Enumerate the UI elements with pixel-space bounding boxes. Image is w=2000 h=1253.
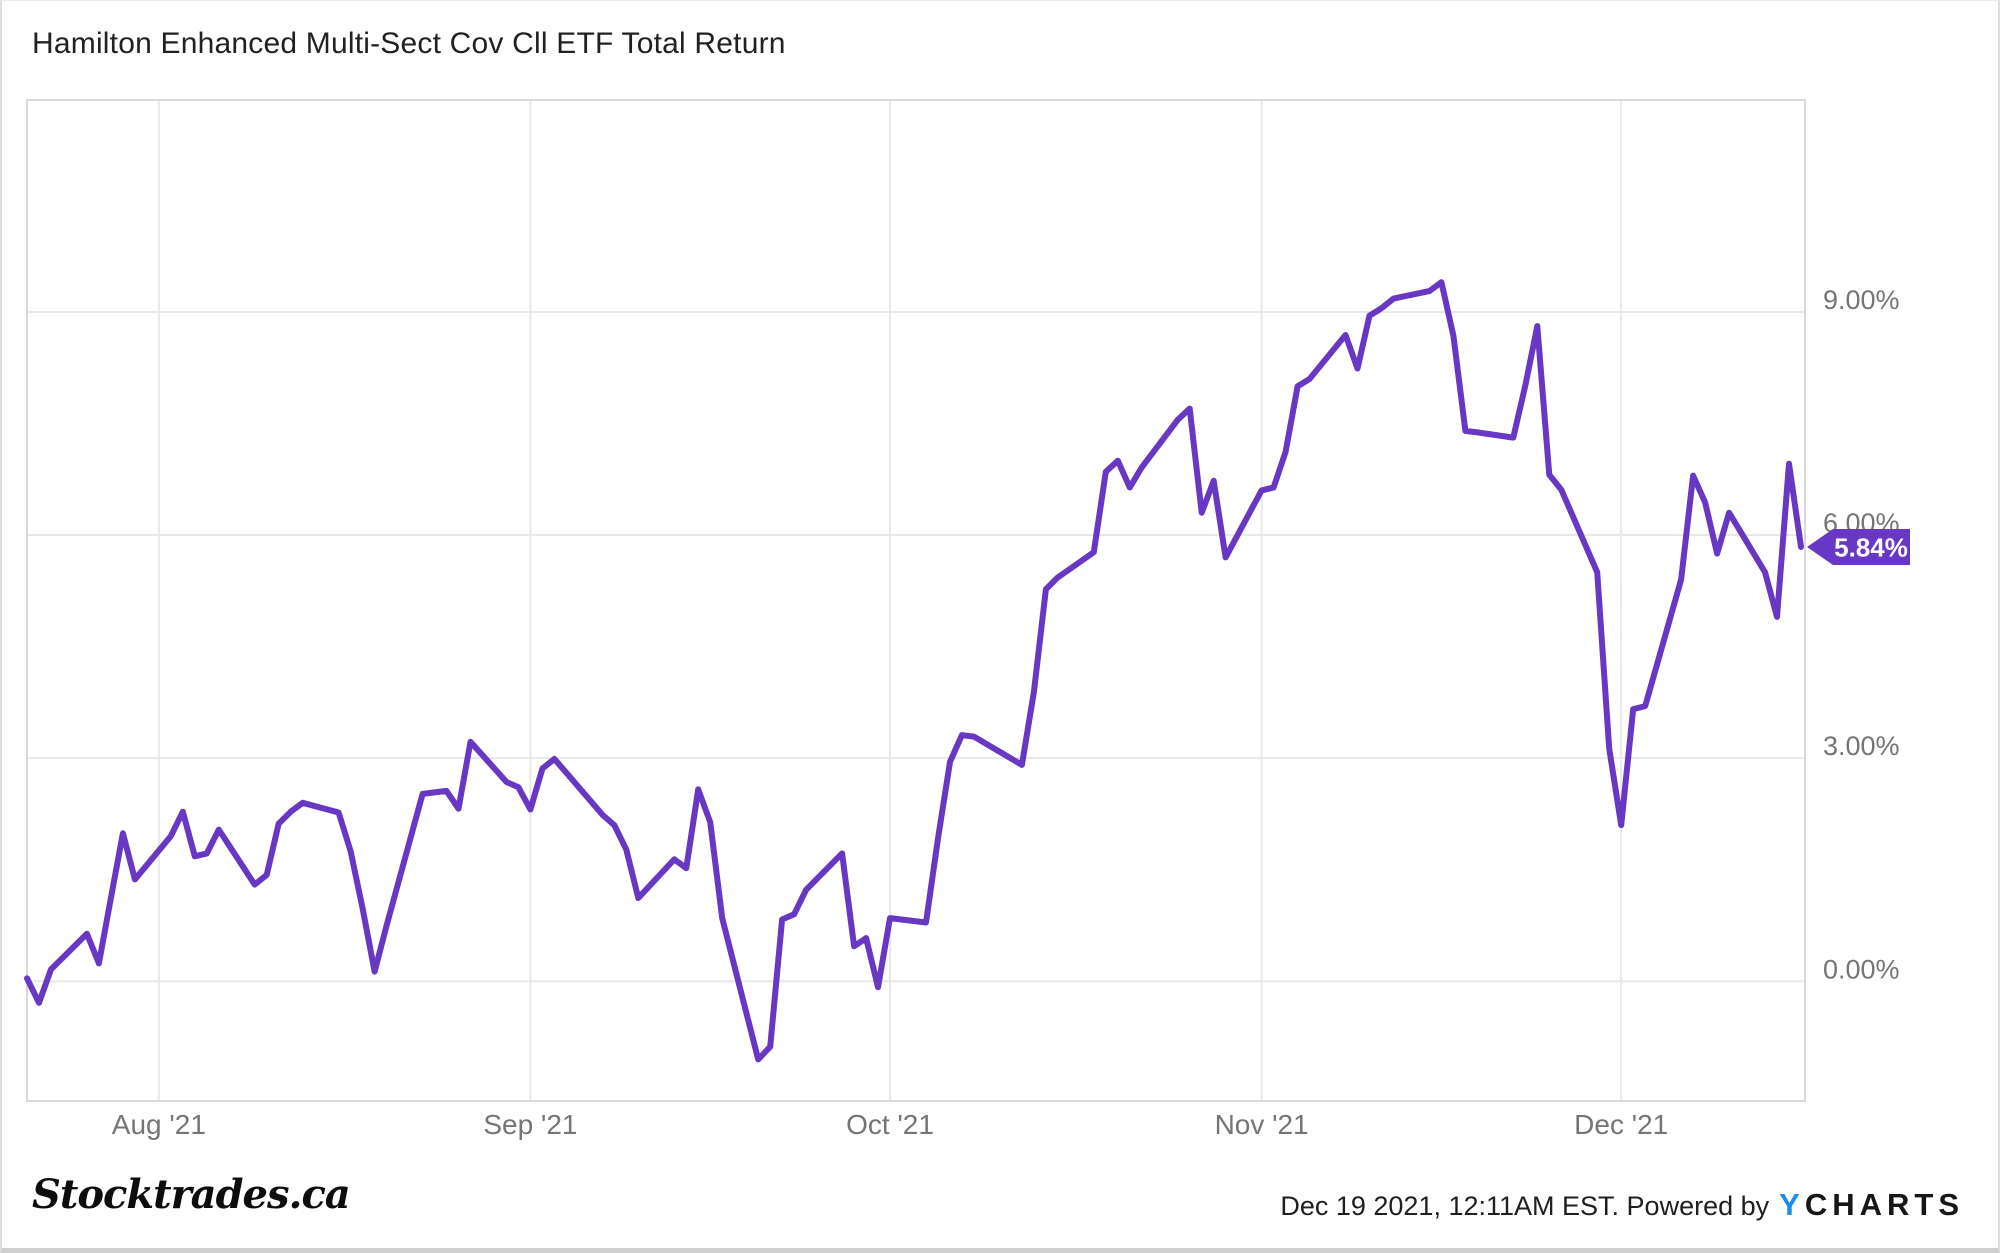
ycharts-logo: YCHARTS (1779, 1187, 1964, 1223)
last-value-label: 5.84% (1834, 532, 1908, 562)
total-return-line (24, 279, 1804, 1063)
last-value-badge (1807, 529, 1910, 565)
y-axis-tick-label: 9.00% (1823, 285, 1900, 315)
footer: Dec 19 2021, 12:11AM EST. Powered by YCH… (1280, 1187, 1964, 1223)
plot-area-border (26, 99, 1806, 1102)
x-axis-tick-label: Nov '21 (1215, 1109, 1309, 1140)
footer-timestamp: Dec 19 2021, 12:11AM EST. Powered by (1280, 1191, 1770, 1221)
y-axis-tick-label: 3.00% (1823, 731, 1900, 761)
stocktrades-watermark: Stocktrades.ca (32, 1171, 351, 1218)
x-axis-tick-label: Dec '21 (1574, 1109, 1668, 1140)
chart-title: Hamilton Enhanced Multi-Sect Cov Cll ETF… (32, 27, 786, 60)
x-axis-tick-label: Aug '21 (112, 1109, 206, 1140)
y-axis-tick-label: 0.00% (1823, 954, 1900, 984)
plot-hover-area[interactable] (27, 100, 1805, 1101)
ycharts-logo-y: Y (1779, 1187, 1805, 1222)
ycharts-logo-rest: CHARTS (1804, 1187, 1964, 1222)
x-axis-tick-label: Sep '21 (483, 1109, 577, 1140)
x-axis-tick-label: Oct '21 (846, 1109, 934, 1140)
